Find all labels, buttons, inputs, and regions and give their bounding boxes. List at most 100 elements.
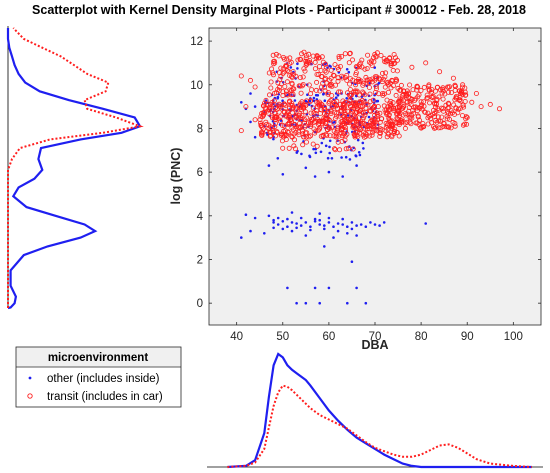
data-point-transit — [436, 94, 442, 100]
data-point-transit — [260, 130, 266, 136]
data-point-transit — [425, 115, 431, 121]
data-point-transit — [268, 79, 274, 85]
data-point-other — [304, 301, 308, 305]
data-point-other — [253, 135, 257, 139]
data-point-transit — [342, 137, 348, 143]
data-point-transit — [422, 110, 428, 116]
data-point-transit — [284, 63, 290, 69]
data-point-other — [346, 232, 349, 235]
data-point-transit — [258, 114, 264, 120]
data-point-transit — [329, 103, 335, 109]
marginal-x-other-curve — [227, 352, 532, 469]
data-point-transit — [421, 109, 427, 115]
data-point-transit — [407, 114, 413, 120]
data-point-other — [350, 221, 354, 224]
data-point-transit — [463, 116, 469, 122]
legend: microenvironment other (includes inside)… — [15, 346, 182, 408]
data-point-other — [313, 217, 317, 221]
data-point-transit — [427, 100, 433, 106]
data-point-transit — [409, 96, 415, 102]
data-point-transit — [403, 91, 409, 97]
data-point-transit — [347, 51, 353, 57]
data-point-transit — [401, 103, 407, 109]
data-point-transit — [252, 84, 258, 90]
data-point-other — [332, 236, 335, 239]
data-point-transit — [284, 79, 290, 85]
data-point-other — [276, 95, 280, 99]
marginal-density-x — [207, 352, 543, 469]
data-point-transit — [459, 90, 465, 96]
data-point-other — [332, 225, 335, 228]
data-point-other — [293, 99, 297, 102]
data-point-transit — [425, 121, 431, 127]
data-point-transit — [353, 82, 359, 88]
data-point-transit — [370, 119, 376, 125]
legend-title-band — [16, 347, 181, 367]
data-point-transit — [379, 127, 385, 133]
data-point-transit — [384, 122, 390, 128]
marginal-y-transit-curve — [7, 27, 144, 308]
data-point-other — [323, 99, 327, 102]
data-point-other — [253, 105, 257, 108]
data-point-other — [327, 286, 331, 290]
x-tick-label: 50 — [276, 331, 289, 343]
data-point-transit — [335, 139, 341, 145]
data-point-other — [313, 220, 317, 223]
data-point-transit — [307, 133, 313, 139]
data-point-transit — [421, 84, 427, 90]
data-point-transit — [358, 119, 364, 125]
scatter-plot-area — [208, 27, 542, 326]
data-point-other — [376, 99, 380, 103]
data-point-transit — [448, 125, 454, 131]
data-point-transit — [371, 59, 377, 65]
data-point-transit — [381, 91, 387, 97]
x-axis-ticks: 40 50 60 70 80 90 100 — [230, 28, 523, 343]
data-point-transit — [389, 60, 395, 66]
data-point-other — [296, 62, 299, 66]
data-point-transit — [385, 130, 391, 136]
data-point-transit — [457, 95, 463, 101]
data-point-transit — [328, 109, 334, 115]
data-point-transit — [409, 64, 415, 70]
data-point-other — [356, 138, 360, 142]
data-point-transit — [473, 91, 479, 97]
data-point-transit — [412, 98, 418, 104]
data-point-transit — [318, 101, 324, 107]
data-point-transit — [418, 99, 424, 105]
data-point-other — [304, 221, 308, 224]
data-point-transit — [313, 111, 319, 117]
data-point-transit — [277, 118, 283, 124]
data-point-transit — [428, 116, 434, 122]
data-point-transit — [368, 60, 374, 66]
data-point-other — [276, 216, 280, 220]
data-point-transit — [300, 142, 306, 148]
data-point-transit — [271, 58, 277, 64]
data-point-transit — [328, 97, 334, 103]
data-point-transit — [243, 104, 249, 110]
data-point-transit — [280, 55, 286, 61]
data-point-transit — [259, 132, 265, 138]
data-point-other — [344, 155, 348, 159]
data-point-transit — [425, 95, 431, 101]
data-point-transit — [445, 85, 451, 91]
data-point-transit — [321, 104, 327, 110]
data-point-transit — [268, 124, 274, 130]
data-point-transit — [340, 120, 346, 126]
data-point-transit — [266, 92, 272, 98]
data-point-transit — [392, 55, 398, 61]
data-point-transit — [355, 133, 361, 139]
data-point-transit — [447, 111, 453, 117]
data-point-transit — [351, 100, 357, 106]
data-point-transit — [266, 70, 272, 76]
data-point-transit — [273, 133, 279, 139]
data-point-other — [299, 224, 303, 227]
data-point-transit — [289, 110, 295, 116]
data-point-transit — [440, 106, 446, 112]
data-point-transit — [421, 99, 427, 105]
data-point-transit — [363, 105, 369, 111]
data-point-transit — [386, 115, 392, 121]
data-point-transit — [450, 119, 456, 125]
data-point-other — [295, 151, 299, 154]
data-point-transit — [307, 99, 313, 105]
data-point-other — [316, 94, 320, 97]
